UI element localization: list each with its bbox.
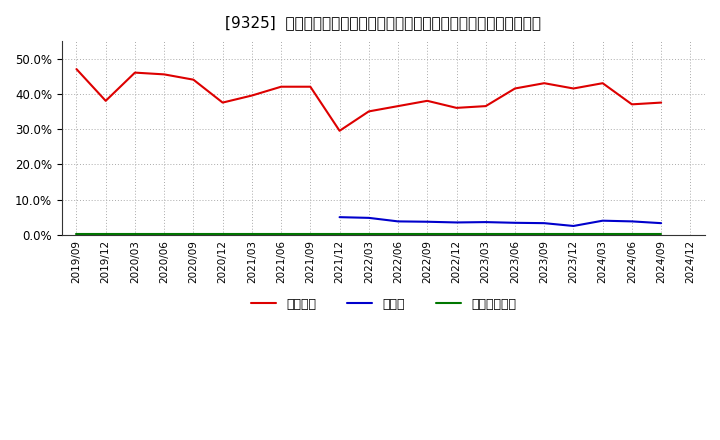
のれん [598, 218, 607, 224]
繰延税金資産 [423, 232, 431, 237]
繰延税金資産 [248, 232, 256, 237]
自己資本 [423, 98, 431, 103]
自己資本 [306, 84, 315, 89]
繰延税金資産 [598, 232, 607, 237]
Line: のれん: のれん [340, 217, 661, 226]
自己資本 [130, 70, 139, 75]
自己資本 [657, 100, 665, 105]
自己資本 [628, 102, 636, 107]
自己資本 [218, 100, 227, 105]
自己資本 [540, 81, 549, 86]
のれん [657, 220, 665, 226]
繰延税金資産 [452, 232, 461, 237]
繰延税金資産 [189, 232, 198, 237]
のれん [336, 215, 344, 220]
繰延税金資産 [628, 232, 636, 237]
繰延税金資産 [364, 232, 373, 237]
自己資本 [276, 84, 285, 89]
繰延税金資産 [72, 232, 81, 237]
繰延税金資産 [540, 232, 549, 237]
繰延税金資産 [482, 232, 490, 237]
繰延税金資産 [657, 232, 665, 237]
自己資本 [189, 77, 198, 82]
自己資本 [102, 98, 110, 103]
繰延税金資産 [336, 232, 344, 237]
のれん [482, 220, 490, 225]
のれん [569, 224, 577, 229]
自己資本 [72, 66, 81, 72]
自己資本 [364, 109, 373, 114]
Legend: 自己資本, のれん, 繰延税金資産: 自己資本, のれん, 繰延税金資産 [246, 293, 521, 316]
自己資本 [510, 86, 519, 91]
繰延税金資産 [306, 232, 315, 237]
繰延税金資産 [160, 232, 168, 237]
自己資本 [248, 93, 256, 98]
繰延税金資産 [276, 232, 285, 237]
繰延税金資産 [394, 232, 402, 237]
のれん [452, 220, 461, 225]
のれん [628, 219, 636, 224]
のれん [510, 220, 519, 225]
Line: 自己資本: 自己資本 [76, 69, 661, 131]
自己資本 [160, 72, 168, 77]
繰延税金資産 [569, 232, 577, 237]
Title: [9325]  自己資本、のれん、繰延税金資産の総資産に対する比率の推移: [9325] 自己資本、のれん、繰延税金資産の総資産に対する比率の推移 [225, 15, 541, 30]
のれん [540, 220, 549, 226]
繰延税金資産 [218, 232, 227, 237]
のれん [364, 215, 373, 220]
自己資本 [394, 103, 402, 109]
のれん [423, 219, 431, 224]
自己資本 [336, 128, 344, 133]
自己資本 [452, 105, 461, 110]
自己資本 [482, 103, 490, 109]
繰延税金資産 [130, 232, 139, 237]
繰延税金資産 [510, 232, 519, 237]
のれん [394, 219, 402, 224]
繰延税金資産 [102, 232, 110, 237]
自己資本 [569, 86, 577, 91]
自己資本 [598, 81, 607, 86]
